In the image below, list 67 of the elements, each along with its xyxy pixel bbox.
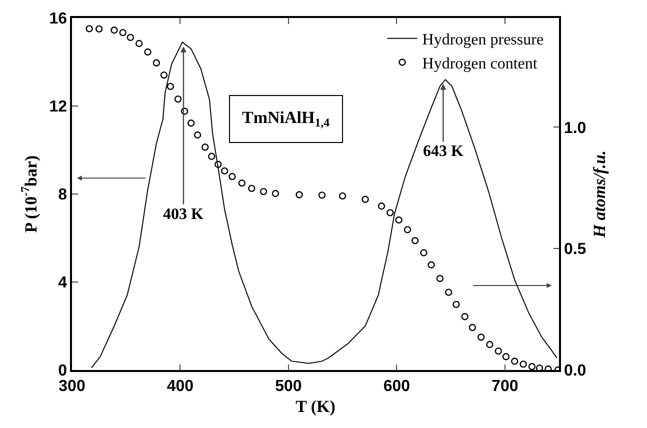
x-tick-label: 600 — [383, 378, 410, 395]
point — [144, 48, 152, 56]
annotation: TmNiAlH$_{1,4}$ — [242, 108, 330, 130]
point — [208, 152, 216, 160]
point — [126, 34, 134, 42]
point — [494, 347, 502, 355]
point — [477, 334, 485, 341]
annotation: 403 K — [163, 206, 204, 223]
point — [95, 25, 103, 33]
point — [86, 25, 93, 32]
x-tick-label: 400 — [166, 378, 194, 395]
y-tick-label: 12 — [49, 98, 68, 116]
legend-label: Hydrogen content — [422, 55, 538, 72]
y2-axis-title: H atoms/f.u. — [590, 150, 610, 239]
point — [411, 237, 419, 244]
x-tick-label: 300 — [58, 378, 86, 395]
point — [260, 188, 268, 196]
y-tick-label: 8 — [58, 186, 68, 204]
point — [220, 167, 228, 175]
point — [318, 192, 326, 199]
y-tick-label: 4 — [58, 274, 68, 292]
point — [386, 209, 394, 216]
y2-tick-label: 0.0 — [564, 362, 586, 380]
point — [166, 82, 174, 90]
point — [502, 353, 510, 360]
x-axis-title: T (K) — [296, 396, 336, 416]
y-tick-label: 0 — [58, 362, 68, 380]
point — [228, 172, 236, 180]
point — [296, 191, 303, 198]
point — [202, 144, 209, 151]
point — [528, 363, 536, 370]
point — [468, 324, 476, 332]
point — [520, 360, 527, 368]
legend-label: Hydrogen pressure — [422, 32, 544, 49]
point — [214, 160, 222, 168]
point — [110, 26, 118, 34]
x-tick-label: 500 — [275, 378, 302, 395]
point — [248, 184, 256, 192]
point — [180, 108, 188, 115]
point — [395, 216, 402, 224]
y-tick-label: 16 — [49, 10, 68, 28]
point — [194, 131, 202, 139]
point — [362, 196, 369, 203]
point — [160, 71, 168, 79]
point — [486, 340, 494, 348]
point — [452, 300, 460, 308]
point — [136, 40, 143, 48]
point — [187, 120, 195, 127]
point — [436, 274, 444, 282]
point — [272, 190, 280, 198]
point — [238, 179, 246, 187]
annotation: 643 K — [423, 143, 464, 160]
point — [511, 358, 518, 365]
y2-tick-label: 1.0 — [564, 120, 586, 137]
y2-tick-label: 0.5 — [564, 241, 586, 258]
point — [404, 226, 412, 234]
point — [152, 59, 160, 67]
point — [445, 288, 452, 296]
point — [461, 312, 468, 320]
point — [174, 95, 182, 103]
x-tick-label: 700 — [492, 378, 518, 395]
point — [420, 249, 428, 256]
point — [536, 364, 544, 370]
point — [428, 261, 435, 268]
point — [338, 192, 346, 200]
point — [378, 202, 386, 210]
point — [119, 28, 126, 36]
